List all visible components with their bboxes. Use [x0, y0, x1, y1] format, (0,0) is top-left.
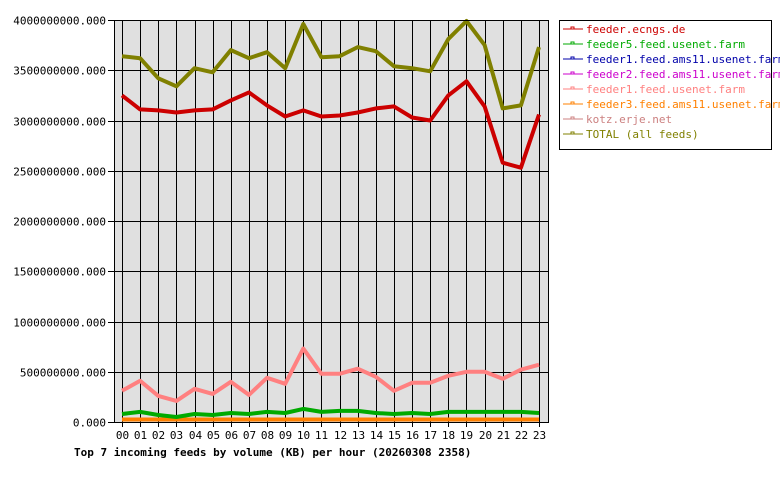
y-tick-label: 1500000000.000 — [13, 266, 106, 279]
series-line — [121, 346, 540, 403]
y-tick-label: 0.000 — [73, 417, 106, 430]
x-tick-label: 16 — [406, 429, 419, 442]
legend-item: feeder1.feed.usenet.farm — [563, 83, 745, 96]
legend-marker-icon — [570, 116, 575, 120]
x-tick-label: 09 — [279, 429, 292, 442]
x-tick-label: 03 — [170, 429, 183, 442]
x-tick-label: 05 — [207, 429, 220, 442]
legend-label: TOTAL (all feeds) — [586, 128, 699, 141]
legend-label: feeder2.feed.ams11.usenet.farm — [586, 68, 780, 81]
x-tick-label: 12 — [334, 429, 347, 442]
series-line — [121, 19, 541, 111]
x-axis-labels: 00 01 02 03 04 05 06 07 08 09 10 11 12 13 14 15 16 17 18 19… — [116, 429, 546, 442]
x-tick-label: 13 — [352, 429, 365, 442]
x-tick-label: 17 — [424, 429, 437, 442]
series-lines — [120, 19, 541, 422]
y-tick-label: 3500000000.000 — [13, 65, 106, 78]
legend-item: feeder3.feed.ams11.usenet.farm — [563, 98, 780, 111]
y-tick-label: 2500000000.000 — [13, 166, 106, 179]
x-tick-label: 04 — [189, 429, 203, 442]
x-tick-label: 18 — [442, 429, 455, 442]
legend-label: feeder.ecngs.de — [586, 23, 685, 36]
y-axis-labels: 0.000 500000000.000 1000000000.000 15000000… — [13, 15, 106, 430]
legend-marker-icon — [570, 86, 575, 90]
legend-item: feeder5.feed.usenet.farm — [563, 38, 745, 51]
legend: feeder.ecngs.de feeder5.feed.usenet.farm f… — [559, 20, 780, 150]
y-tick-label: 3000000000.000 — [13, 116, 106, 129]
legend-box — [559, 20, 772, 150]
chart-title: Top 7 incoming feeds by volume (KB) per … — [74, 446, 471, 459]
y-tick-label: 4000000000.000 — [13, 15, 106, 28]
series-line — [120, 79, 541, 170]
series-line — [121, 406, 540, 419]
x-tick-label: 10 — [297, 429, 310, 442]
legend-item: kotz.erje.net — [563, 113, 672, 126]
x-tick-label: 11 — [315, 429, 328, 442]
x-tick-label: 00 — [116, 429, 129, 442]
y-tick-label: 2000000000.000 — [13, 216, 106, 229]
legend-marker-icon — [570, 101, 575, 105]
x-tick-label: 22 — [515, 429, 528, 442]
x-tick-label: 14 — [370, 429, 384, 442]
legend-item: feeder2.feed.ams11.usenet.farm — [563, 68, 780, 81]
y-tick-label: 1000000000.000 — [13, 317, 106, 330]
legend-marker-icon — [570, 41, 575, 45]
legend-label: feeder5.feed.usenet.farm — [586, 38, 745, 51]
legend-label: feeder3.feed.ams11.usenet.farm — [586, 98, 780, 111]
x-tick-label: 19 — [460, 429, 473, 442]
x-tick-label: 06 — [225, 429, 238, 442]
legend-item: feeder1.feed.ams11.usenet.farm — [563, 53, 780, 66]
legend-label: feeder1.feed.usenet.farm — [586, 83, 745, 96]
x-tick-label: 02 — [152, 429, 165, 442]
x-tick-label: 07 — [243, 429, 256, 442]
x-tick-label: 08 — [261, 429, 274, 442]
legend-marker-icon — [570, 26, 575, 30]
x-tick-label: 23 — [533, 429, 546, 442]
legend-label: kotz.erje.net — [586, 113, 672, 126]
x-tick-label: 21 — [497, 429, 510, 442]
x-tick-label: 01 — [134, 429, 147, 442]
legend-item: feeder.ecngs.de — [563, 23, 685, 36]
y-tick-label: 500000000.000 — [20, 367, 106, 380]
legend-label: feeder1.feed.ams11.usenet.farm — [586, 53, 780, 66]
x-tick-label: 20 — [479, 429, 492, 442]
plot-border — [114, 20, 549, 423]
legend-marker-icon — [570, 71, 575, 75]
legend-marker-icon — [570, 131, 575, 135]
legend-marker-icon — [570, 56, 575, 60]
legend-item: TOTAL (all feeds) — [563, 128, 699, 141]
x-tick-label: 15 — [388, 429, 401, 442]
